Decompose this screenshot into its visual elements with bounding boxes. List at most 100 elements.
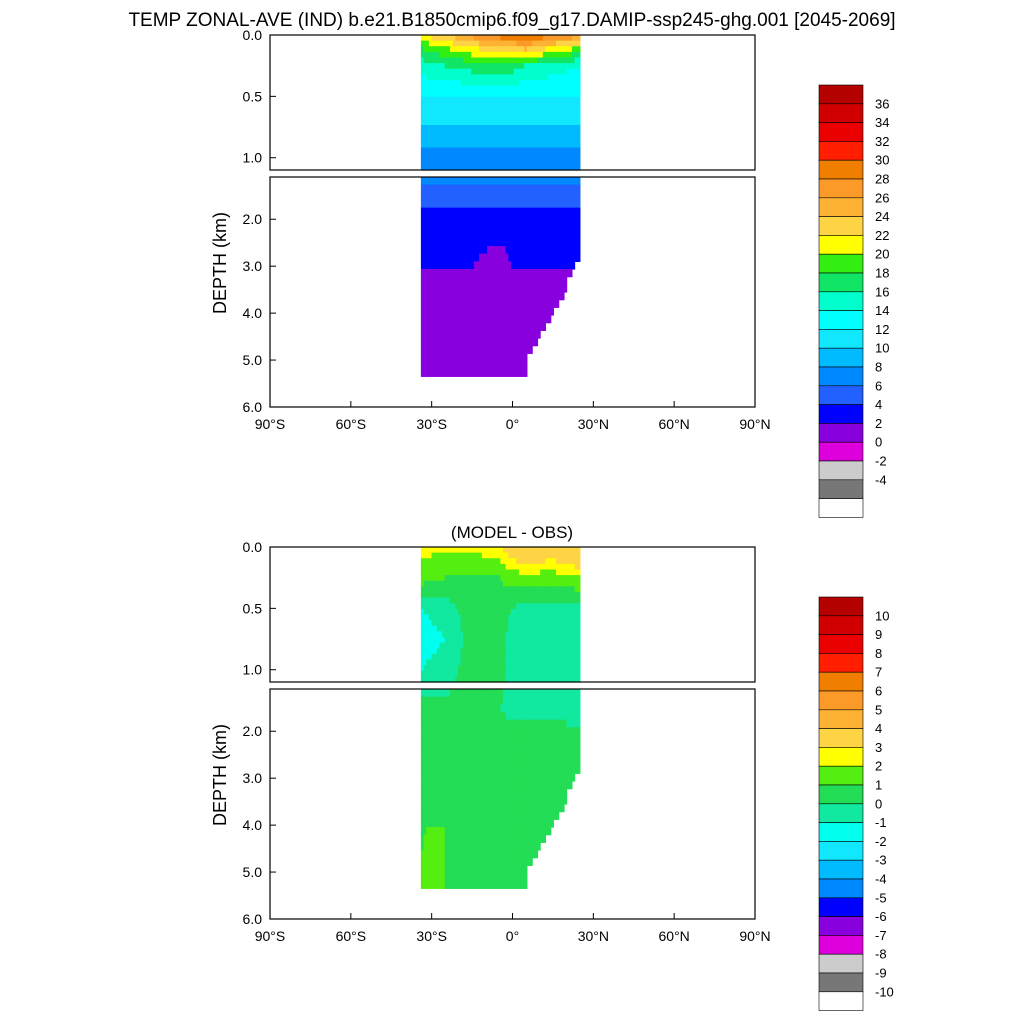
field-cell xyxy=(540,670,544,677)
field-cell xyxy=(566,74,570,81)
field-cell xyxy=(510,552,515,559)
field-cell xyxy=(460,558,464,565)
field-cell xyxy=(558,158,562,165)
field-cell xyxy=(561,91,565,98)
field-cell xyxy=(460,735,464,744)
field-cell xyxy=(545,735,549,744)
field-cell xyxy=(476,63,480,70)
field-cell xyxy=(556,125,560,132)
field-cell xyxy=(553,153,557,160)
field-cell xyxy=(439,676,443,683)
field-cell xyxy=(540,85,544,92)
field-cell xyxy=(513,322,517,331)
field-cell xyxy=(510,40,515,47)
field-cell xyxy=(436,742,441,751)
field-cell xyxy=(481,85,486,92)
field-cell xyxy=(542,547,547,554)
field-cell xyxy=(497,57,501,64)
field-cell xyxy=(550,625,554,632)
field-cell xyxy=(548,653,552,661)
field-cell xyxy=(563,608,568,616)
field-cell xyxy=(444,659,448,666)
field-cell xyxy=(497,637,501,644)
field-cell xyxy=(526,119,531,126)
field-cell xyxy=(431,223,435,232)
field-cell xyxy=(457,648,462,655)
field-cell xyxy=(526,637,531,644)
field-cell xyxy=(508,353,512,362)
field-cell xyxy=(460,158,464,165)
field-cell xyxy=(489,620,494,627)
field-cell xyxy=(550,102,554,109)
field-cell xyxy=(548,246,552,255)
field-cell xyxy=(463,207,467,216)
field-cell xyxy=(473,215,478,224)
field-cell xyxy=(532,119,536,126)
field-cell xyxy=(444,96,448,104)
field-cell xyxy=(513,670,517,677)
field-cell xyxy=(553,223,557,232)
field-cell xyxy=(518,637,523,644)
field-cell xyxy=(534,113,539,120)
field-cell xyxy=(439,158,443,165)
field-cell xyxy=(420,653,425,661)
field-cell xyxy=(484,361,488,370)
field-cell xyxy=(542,676,547,683)
field-cell xyxy=(537,238,541,247)
field-cell xyxy=(521,85,525,92)
field-cell xyxy=(484,653,488,661)
field-cell xyxy=(463,130,467,137)
field-cell xyxy=(563,130,568,137)
field-cell xyxy=(529,696,533,705)
field-cell xyxy=(455,719,459,728)
field-cell xyxy=(431,119,435,126)
field-cell xyxy=(442,563,446,571)
field-cell xyxy=(431,727,435,736)
field-cell xyxy=(495,614,499,621)
field-cell xyxy=(558,35,562,42)
field-cell xyxy=(577,659,581,666)
field-cell xyxy=(442,96,446,104)
field-cell xyxy=(500,284,504,293)
field-cell xyxy=(463,689,467,698)
field-cell xyxy=(452,119,456,126)
field-cell xyxy=(508,46,512,53)
field-cell xyxy=(439,184,443,193)
field-cell xyxy=(518,558,523,565)
field-cell xyxy=(503,353,507,362)
field-cell xyxy=(442,648,446,655)
field-cell xyxy=(457,299,462,308)
field-cell xyxy=(540,299,544,308)
field-cell xyxy=(521,276,525,285)
field-cell xyxy=(463,307,467,316)
field-cell xyxy=(489,307,494,316)
field-cell xyxy=(426,614,430,621)
field-cell xyxy=(574,631,578,638)
field-cell xyxy=(484,689,488,698)
field-cell xyxy=(495,253,499,262)
field-cell xyxy=(434,192,438,201)
field-cell xyxy=(561,670,565,677)
field-cell xyxy=(497,68,501,75)
field-cell xyxy=(497,592,501,599)
field-cell xyxy=(548,750,552,759)
field-cell xyxy=(442,642,446,649)
field-cell xyxy=(436,653,441,661)
field-cell xyxy=(529,91,533,98)
field-cell xyxy=(510,238,515,247)
field-cell xyxy=(473,261,478,270)
field-cell xyxy=(468,80,472,87)
field-cell xyxy=(540,177,544,186)
field-cell xyxy=(577,719,581,728)
field-cell xyxy=(566,96,570,104)
field-cell xyxy=(577,46,581,53)
field-cell xyxy=(532,269,536,278)
field-cell xyxy=(542,153,547,160)
field-cell xyxy=(518,269,523,278)
field-cell xyxy=(577,712,581,721)
field-cell xyxy=(518,631,523,638)
field-cell xyxy=(420,40,425,47)
field-cell xyxy=(518,177,523,186)
field-cell xyxy=(545,246,549,255)
field-cell xyxy=(489,141,494,149)
